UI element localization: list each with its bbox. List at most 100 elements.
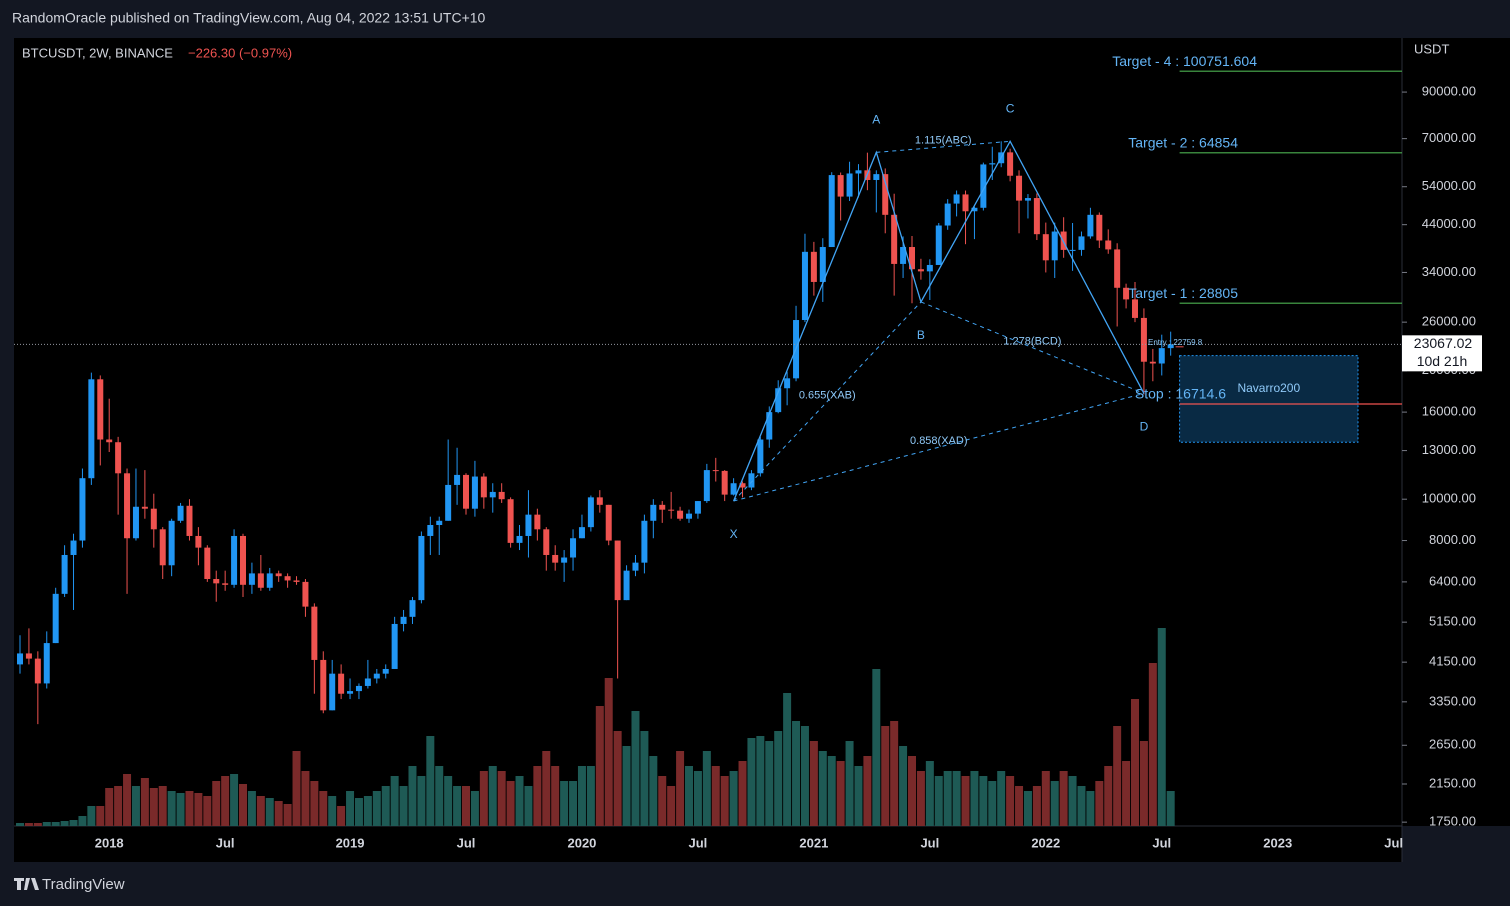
volume-bar xyxy=(702,751,711,826)
candle-body xyxy=(97,379,104,440)
volume-bar xyxy=(167,791,176,826)
candle-body xyxy=(382,668,389,674)
x-tick-label: 2019 xyxy=(336,835,365,850)
candle-body xyxy=(454,474,461,485)
volume-bar xyxy=(212,781,221,826)
volume-bar xyxy=(319,791,328,826)
candle-body xyxy=(775,388,782,413)
x-tick-label: Jul xyxy=(457,835,476,850)
candle-body xyxy=(480,476,487,498)
y-tick-label: 2650.00 xyxy=(1429,737,1476,752)
volume-bar xyxy=(453,786,462,826)
volume-bar xyxy=(551,766,560,826)
volume-bar xyxy=(69,820,78,826)
x-tick-label: Jul xyxy=(1384,835,1403,850)
candle-body xyxy=(909,247,915,270)
candle-body xyxy=(623,570,630,601)
header: RandomOracle published on TradingView.co… xyxy=(12,10,486,26)
candle-body xyxy=(650,504,657,521)
volume-bar xyxy=(1113,726,1122,826)
candle-body xyxy=(43,643,50,684)
volume-bar xyxy=(560,781,569,826)
candle-body xyxy=(266,573,273,588)
candle-body xyxy=(79,478,86,541)
volume-bar xyxy=(676,751,685,826)
y-tick-label: 3350.00 xyxy=(1429,693,1476,708)
volume-bar xyxy=(1122,761,1131,826)
volume-bar xyxy=(863,756,872,826)
volume-bar xyxy=(283,804,292,826)
candle-body xyxy=(989,163,996,165)
candle-body xyxy=(578,527,585,539)
x-tick-label: 2018 xyxy=(95,835,124,850)
candle-body xyxy=(445,484,452,521)
y-tick-label: 90000.00 xyxy=(1422,84,1476,99)
symbol-legend: BTCUSDT, 2W, BINANCE xyxy=(22,45,173,60)
candle-body xyxy=(900,247,907,264)
candle-body xyxy=(150,508,157,530)
volume-bar xyxy=(1059,771,1068,826)
candle-body xyxy=(1132,299,1138,318)
volume-bar xyxy=(899,746,908,826)
volume-bar xyxy=(274,801,283,826)
volume-bar xyxy=(256,796,265,826)
candle-body xyxy=(1167,344,1174,349)
candle-body xyxy=(293,580,300,582)
volume-bar xyxy=(16,823,24,826)
volume-bar xyxy=(613,731,622,826)
candle-body xyxy=(828,175,835,248)
volume-bar xyxy=(622,746,631,826)
candle-body xyxy=(1149,361,1156,364)
volume-bar xyxy=(569,781,578,826)
candle-body xyxy=(275,573,282,577)
volume-bar xyxy=(239,784,247,826)
volume-bar xyxy=(934,776,943,826)
x-tick-label: 2022 xyxy=(1031,835,1060,850)
candle-body xyxy=(1033,198,1040,235)
candle-body xyxy=(596,497,603,505)
volume-bar xyxy=(720,776,729,826)
volume-bar xyxy=(265,798,274,826)
candle-body xyxy=(302,581,309,607)
candle-body xyxy=(347,691,354,694)
y-tick-label: 1750.00 xyxy=(1429,814,1476,829)
y-tick-label: 70000.00 xyxy=(1422,130,1476,145)
pattern-ratio-label: 1.115(ABC) xyxy=(915,135,972,147)
volume-bar xyxy=(1050,781,1059,826)
volume-bar xyxy=(524,786,533,826)
candle-body xyxy=(1087,214,1094,237)
volume-bar xyxy=(908,756,916,826)
volume-bar xyxy=(604,678,613,826)
volume-bar xyxy=(515,776,524,826)
candle-body xyxy=(873,174,880,180)
volume-bar xyxy=(310,781,319,826)
volume-bar xyxy=(140,778,149,826)
volume-bar xyxy=(1139,741,1148,826)
candle-body xyxy=(784,378,791,389)
candle-body xyxy=(204,547,211,580)
volume-bar xyxy=(952,771,961,826)
volume-bar xyxy=(577,766,586,826)
candle-body xyxy=(587,497,594,528)
candle-body xyxy=(935,225,942,265)
volume-bar xyxy=(114,786,123,826)
candle-body xyxy=(222,583,229,585)
candle-body xyxy=(52,593,59,644)
candle-body xyxy=(471,476,478,509)
volume-bar xyxy=(1131,699,1139,826)
x-tick-label: 2020 xyxy=(567,835,596,850)
candle-body xyxy=(284,576,291,581)
volume-bar xyxy=(408,766,417,826)
volume-bar xyxy=(1166,791,1175,826)
candle-body xyxy=(1024,198,1031,201)
level-label: Target - 2 : 64854 xyxy=(1128,134,1238,150)
volume-bar xyxy=(756,736,765,826)
volume-bar xyxy=(444,776,453,826)
volume-bar xyxy=(381,786,390,826)
volume-bar xyxy=(372,791,381,826)
candle-body xyxy=(320,659,327,711)
volume-bar xyxy=(1077,786,1086,826)
y-tick-label: 26000.00 xyxy=(1422,314,1476,329)
volume-bar xyxy=(354,798,363,826)
candle-body xyxy=(980,164,987,208)
